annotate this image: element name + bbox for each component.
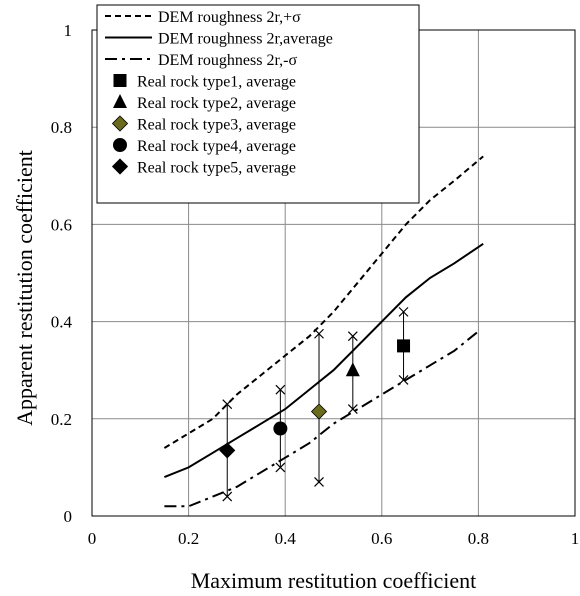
- legend-label: Real rock type4, average: [137, 138, 296, 155]
- error-bar-cap: [222, 491, 233, 502]
- error-bar-cap: [398, 374, 409, 385]
- error-bar-cap: [314, 328, 324, 339]
- legend-swatch: [111, 158, 129, 175]
- x-tick-label: 0.2: [178, 529, 199, 548]
- x-tick-label: 0.6: [371, 529, 392, 548]
- data-points: [219, 339, 411, 459]
- data-point: [273, 421, 288, 436]
- legend-label: Real rock type5, average: [137, 160, 296, 177]
- x-tick-label: 0.8: [468, 529, 489, 548]
- y-tick-label: 0.8: [51, 118, 72, 137]
- data-point: [219, 442, 236, 459]
- legend-swatch: [113, 74, 127, 87]
- x-axis-label: Maximum restitution coefficient: [191, 568, 477, 593]
- y-tick-label: 0.2: [51, 410, 72, 429]
- error-bar-cap: [275, 462, 286, 473]
- data-point: [345, 362, 360, 377]
- legend-swatch: [113, 138, 127, 152]
- error-bar-cap: [347, 331, 358, 342]
- error-bar-cap: [347, 404, 358, 415]
- legend-label: DEM roughness 2r,average: [158, 31, 333, 48]
- tick-labels: 0 0.2 0.4 0.6 0.8 1 0 0.2 0.4 0.6 0.8 1: [51, 21, 580, 548]
- series-line: [164, 242, 484, 479]
- legend-label: DEM roughness 2r,-σ: [158, 52, 297, 69]
- y-axis-label: Apparent restitution coefficient: [12, 150, 37, 426]
- data-point: [310, 403, 328, 420]
- x-tick-label: 1: [571, 529, 580, 548]
- y-tick-label: 0.6: [51, 215, 72, 234]
- y-tick-label: 1: [64, 21, 73, 40]
- legend-swatch: [111, 115, 129, 132]
- error-bar-cap: [222, 399, 233, 410]
- series-line: [163, 155, 484, 449]
- x-tick-label: 0: [88, 529, 97, 548]
- legend: DEM roughness 2r,+σ DEM roughness 2r,aver…: [96, 4, 420, 204]
- series-lines: [163, 155, 484, 508]
- legend-label: Real rock type1, average: [137, 74, 296, 91]
- legend-label: Real rock type2, average: [137, 95, 296, 112]
- legend-label: Real rock type3, average: [137, 117, 296, 134]
- legend-swatch: [113, 94, 127, 108]
- x-tick-label: 0.4: [275, 529, 297, 548]
- error-bar-cap: [398, 306, 409, 317]
- data-point: [397, 339, 411, 353]
- error-bar-cap: [314, 477, 324, 487]
- series-line: [164, 330, 480, 508]
- y-tick-label: 0: [64, 507, 73, 526]
- error-bar-cap: [275, 384, 286, 395]
- error-bars: [222, 306, 409, 502]
- y-tick-label: 0.4: [51, 313, 73, 332]
- legend-label: DEM roughness 2r,+σ: [158, 9, 301, 26]
